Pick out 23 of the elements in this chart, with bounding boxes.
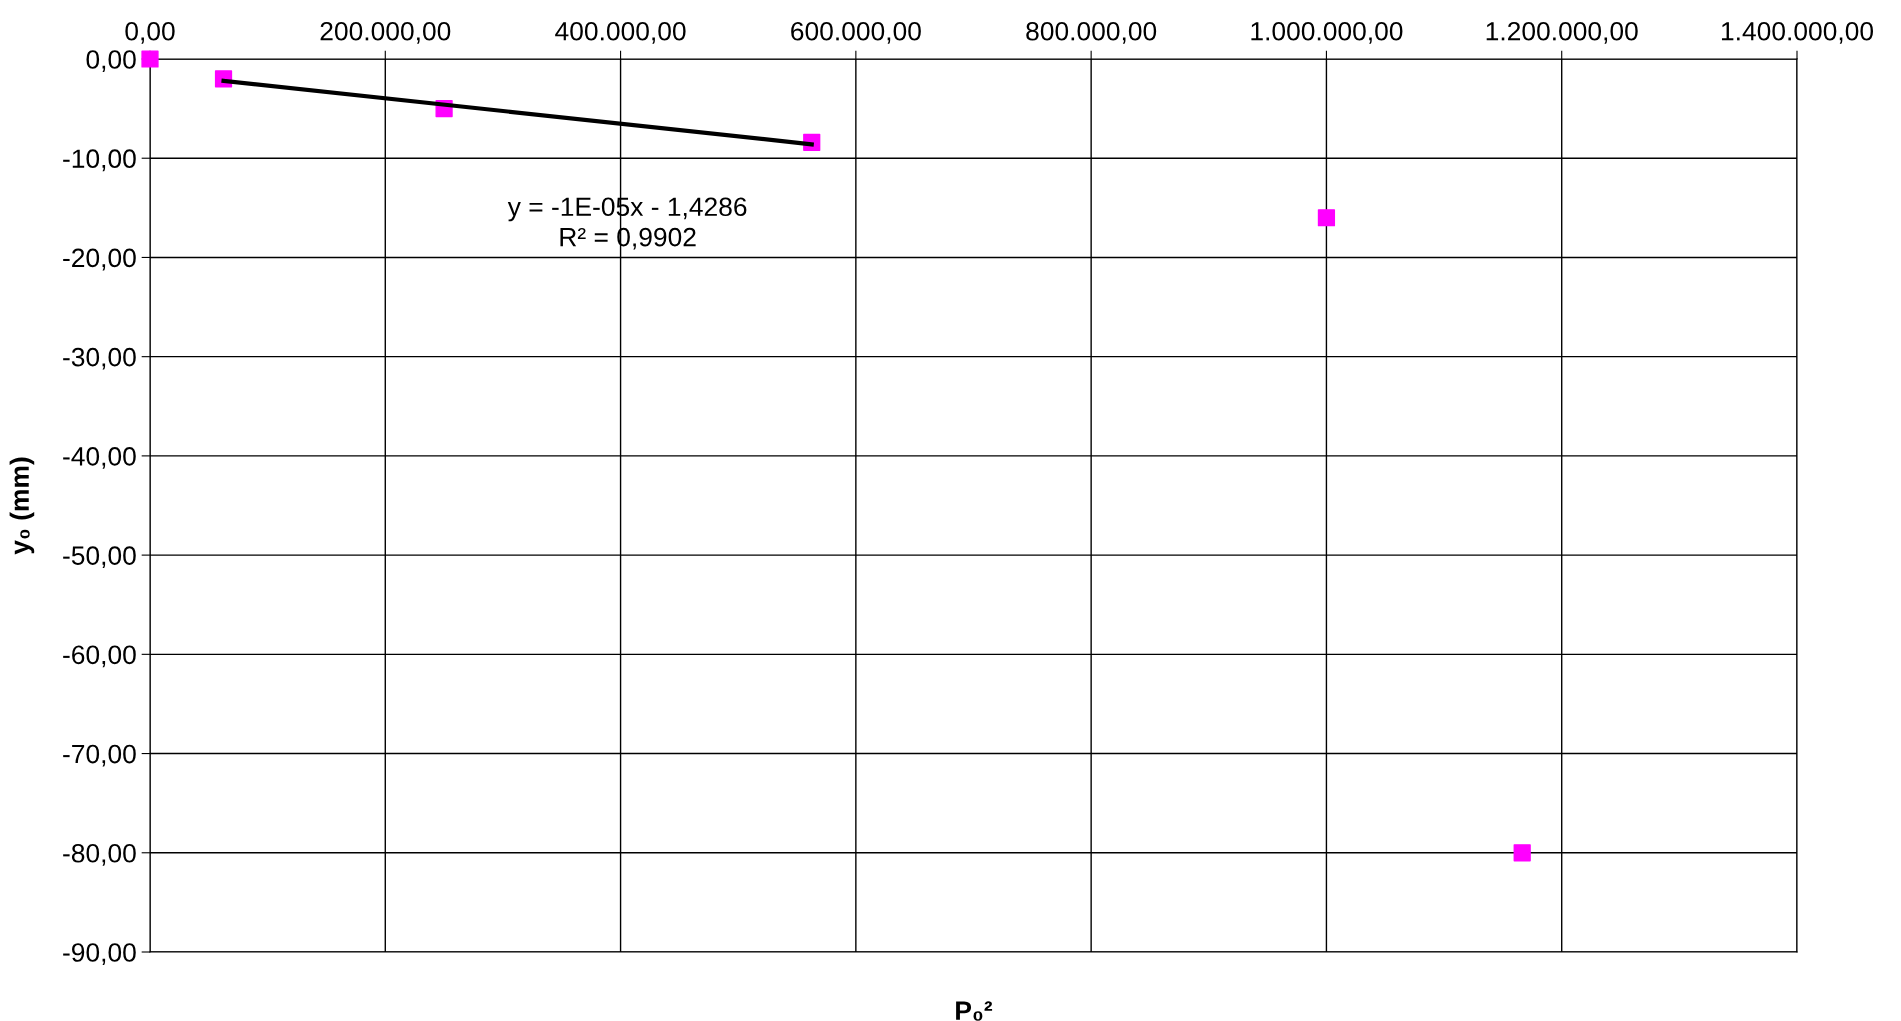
y-tick-label: -60,00 bbox=[63, 645, 136, 668]
x-tick-label: 1.200.000,00 bbox=[1486, 21, 1638, 44]
y-tick-label: -90,00 bbox=[63, 943, 136, 965]
y-tick-label: -40,00 bbox=[63, 447, 136, 469]
point bbox=[1513, 844, 1531, 862]
y-tick-label: -70,00 bbox=[63, 744, 136, 767]
y-tick-label: -80,00 bbox=[63, 843, 136, 866]
y-tick-label: -10,00 bbox=[63, 149, 136, 172]
y-tick-label: -50,00 bbox=[63, 546, 136, 569]
point bbox=[141, 50, 159, 68]
y-axis-title: y₀ (mm) bbox=[9, 457, 35, 555]
y-tick-label: 0,00 bbox=[86, 50, 136, 72]
x-tick-label: 600.000,00 bbox=[791, 21, 921, 44]
y-tick-label: -30,00 bbox=[63, 347, 136, 370]
y-tick-label: -20,00 bbox=[63, 248, 136, 271]
x-tick-label: 0,00 bbox=[125, 21, 175, 44]
x-axis-title: P₀² bbox=[956, 1001, 993, 1021]
point bbox=[1317, 209, 1336, 227]
x-tick-label: 800.000,00 bbox=[1026, 21, 1157, 44]
x-tick-label: 1.400.000,00 bbox=[1721, 21, 1874, 44]
x-tick-label: 1.000.000,00 bbox=[1251, 21, 1403, 44]
x-tick-label: 400.000,00 bbox=[555, 21, 686, 44]
x-tick-label: 200.000,00 bbox=[320, 21, 451, 44]
